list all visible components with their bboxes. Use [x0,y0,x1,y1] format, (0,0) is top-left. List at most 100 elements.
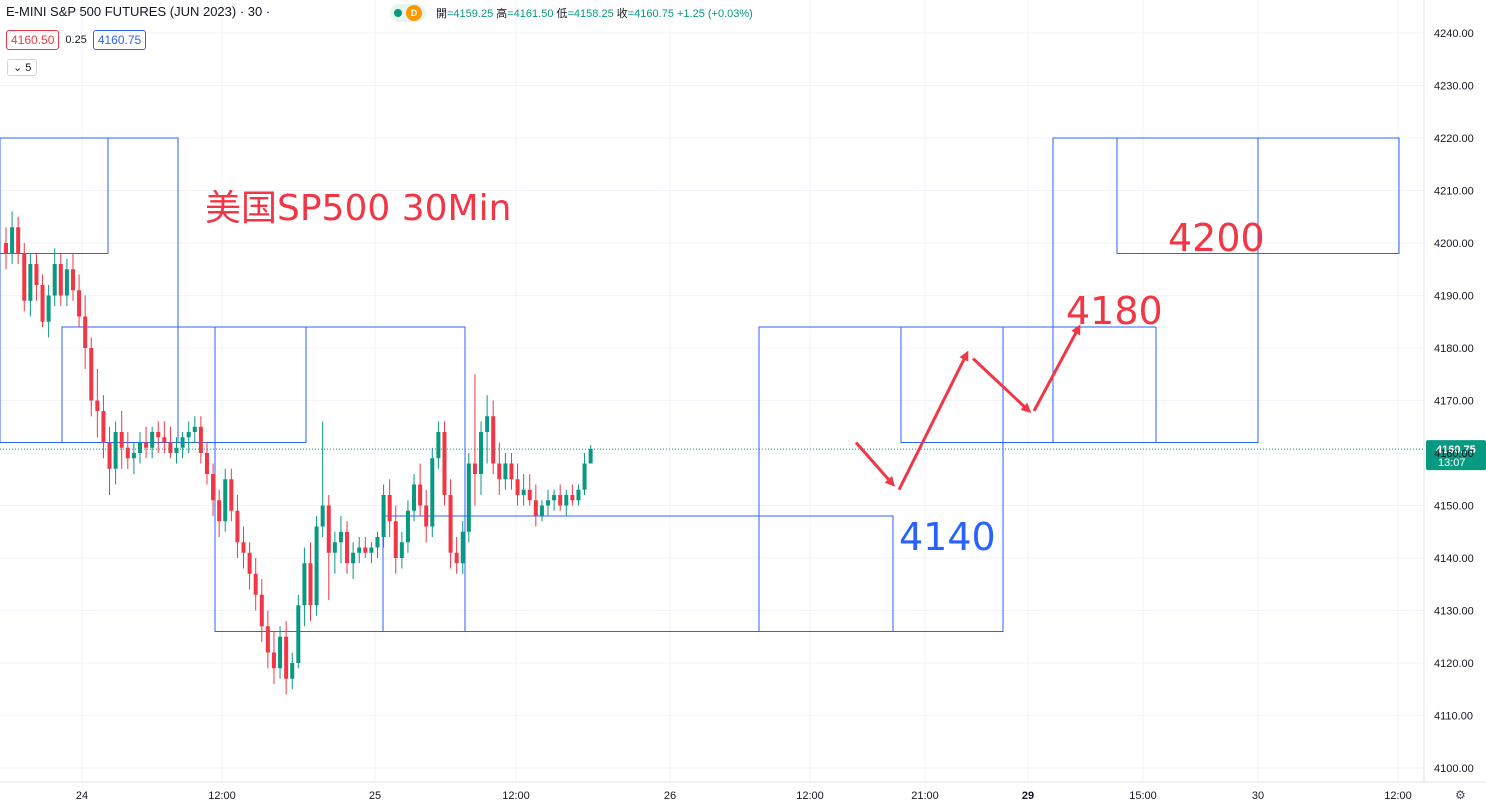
candle[interactable] [564,489,569,516]
symbol-title[interactable]: E-MINI S&P 500 FUTURES (JUN 2023) · 30 · [6,4,271,19]
candle[interactable] [460,521,465,574]
gear-icon[interactable]: ⚙ [1455,788,1466,802]
candle[interactable] [332,531,337,574]
candle[interactable] [290,652,295,690]
candle[interactable] [375,531,380,558]
candle[interactable] [125,432,130,469]
candle[interactable] [22,243,27,312]
candle[interactable] [247,542,252,590]
candle[interactable] [83,295,88,370]
candle[interactable] [393,505,398,574]
candle[interactable] [89,337,94,417]
candle[interactable] [10,211,15,265]
candle[interactable] [454,537,459,574]
candle[interactable] [430,447,435,537]
candle[interactable] [95,369,100,438]
projection-arrow[interactable] [971,357,1032,414]
market-status[interactable]: D [390,4,426,22]
projection-arrow[interactable] [854,441,895,487]
zone-box[interactable] [1116,137,1400,254]
candle[interactable] [533,484,538,527]
candle[interactable] [101,395,106,459]
candle[interactable] [552,489,557,511]
zone-box[interactable] [758,326,1004,632]
candle[interactable] [308,542,313,621]
candle[interactable] [137,432,142,464]
zone-box[interactable] [0,137,179,443]
candle[interactable] [442,421,447,506]
candle[interactable] [77,274,82,328]
candle[interactable] [466,453,471,543]
candle[interactable] [387,479,392,537]
candle[interactable] [436,421,441,469]
target-4180-label[interactable]: 4180 [1066,289,1163,333]
zone-box[interactable] [214,326,466,632]
candle[interactable] [369,542,374,564]
candle[interactable] [491,400,496,475]
candle[interactable] [34,253,39,301]
candle[interactable] [259,579,264,642]
candle[interactable] [448,479,453,569]
candle[interactable] [180,432,185,459]
candle[interactable] [192,416,197,443]
candle[interactable] [509,453,514,490]
candle[interactable] [381,484,386,548]
chart-title-annotation[interactable]: 美国SP500 30Min [205,188,511,229]
candle[interactable] [418,463,423,517]
candle[interactable] [472,374,477,506]
zone-box[interactable] [900,326,1157,443]
candle[interactable] [217,489,222,537]
candle[interactable] [144,426,149,459]
candle[interactable] [412,474,417,522]
candle[interactable] [570,484,575,506]
candle[interactable] [326,495,331,600]
zone-box[interactable] [61,326,307,443]
zone-box[interactable] [382,515,894,632]
candle[interactable] [539,500,544,522]
candle[interactable] [46,285,51,338]
candle[interactable] [302,547,307,627]
candle[interactable] [497,442,502,496]
zone-box[interactable] [0,137,109,254]
projection-arrow[interactable] [897,350,969,491]
candle[interactable] [521,474,526,506]
candle[interactable] [485,395,490,464]
candle[interactable] [338,516,343,564]
candle[interactable] [546,489,551,516]
candle[interactable] [582,453,587,495]
candle[interactable] [119,411,124,469]
sell-button[interactable]: 4160.50 [6,30,60,50]
candle[interactable] [503,453,508,490]
candle[interactable] [168,426,173,459]
candle[interactable] [271,631,276,685]
candle[interactable] [314,516,319,616]
candle[interactable] [211,463,216,517]
candle[interactable] [186,421,191,454]
candle[interactable] [515,463,520,506]
candle[interactable] [131,442,136,475]
candle[interactable] [174,437,179,464]
candle[interactable] [320,421,325,538]
candle[interactable] [40,274,45,328]
candle[interactable] [58,253,63,307]
candle[interactable] [253,558,258,611]
candle[interactable] [28,253,33,317]
buy-button[interactable]: 4160.75 [92,30,147,50]
candle[interactable] [265,610,270,669]
candle[interactable] [399,531,404,569]
candle[interactable] [52,248,57,306]
projection-arrow[interactable] [1032,324,1081,412]
candle[interactable] [107,426,112,495]
candle[interactable] [198,416,203,464]
candle[interactable] [588,445,593,464]
candle[interactable] [576,484,581,506]
candle[interactable] [162,421,167,454]
indicators-collapse-button[interactable]: ⌄ 5 [7,59,38,76]
candle[interactable] [405,500,410,553]
candle[interactable] [284,621,289,695]
candle[interactable] [113,421,118,485]
candle[interactable] [424,489,429,543]
candle[interactable] [558,484,563,511]
candle[interactable] [479,421,484,496]
